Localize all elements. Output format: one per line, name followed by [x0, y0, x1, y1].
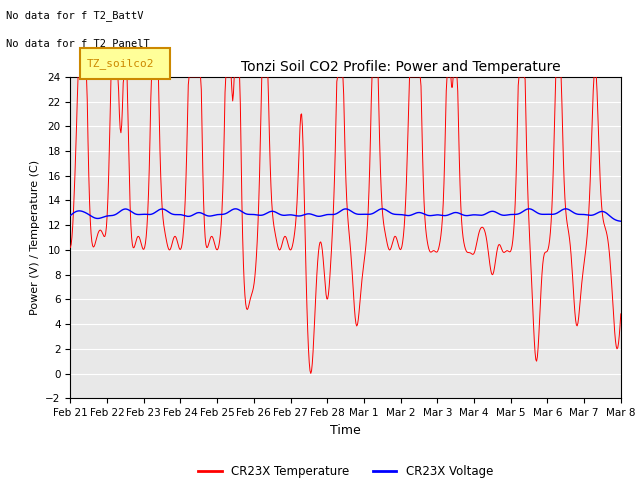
Legend: CR23X Temperature, CR23X Voltage: CR23X Temperature, CR23X Voltage: [193, 460, 498, 480]
X-axis label: Time: Time: [330, 424, 361, 437]
Text: TZ_soilco2: TZ_soilco2: [86, 58, 154, 69]
Text: No data for f T2_BattV: No data for f T2_BattV: [6, 10, 144, 21]
Y-axis label: Power (V) / Temperature (C): Power (V) / Temperature (C): [29, 160, 40, 315]
Title: Tonzi Soil CO2 Profile: Power and Temperature: Tonzi Soil CO2 Profile: Power and Temper…: [241, 60, 561, 74]
Text: No data for f T2_PanelT: No data for f T2_PanelT: [6, 38, 150, 49]
